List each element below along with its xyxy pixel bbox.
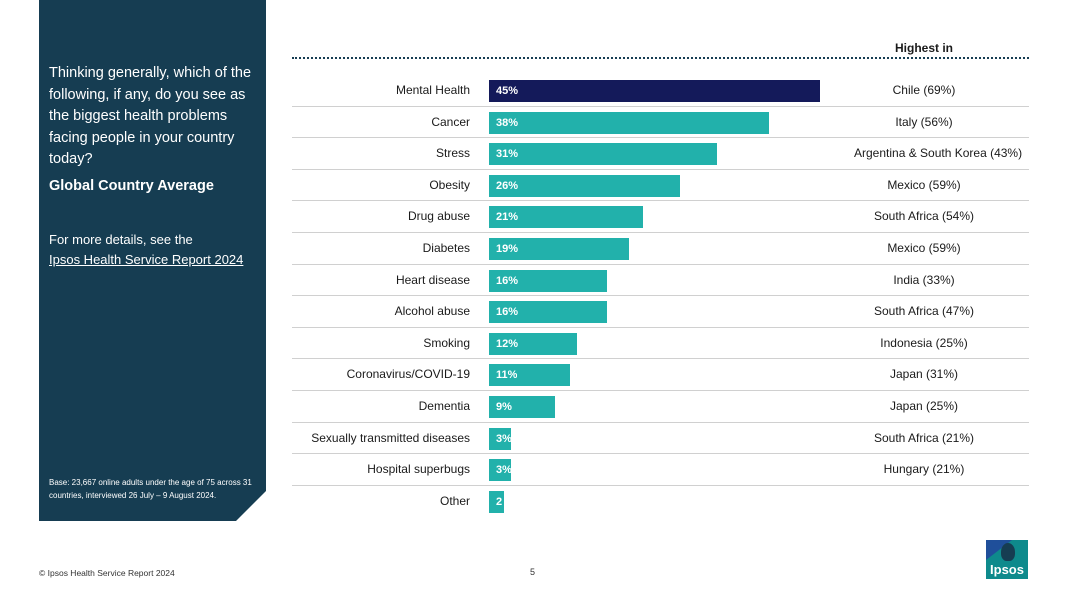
chart-row: Coronavirus/COVID-19 11% Japan (31%) (292, 359, 1029, 391)
chart-row: Mental Health 45% Chile (69%) (292, 75, 1029, 107)
bar: 31% (489, 143, 718, 166)
ipsos-logo: Ipsos (986, 540, 1028, 579)
bar-value-label: 38% (496, 116, 519, 129)
bar: 9% (489, 396, 556, 418)
highest-in-label: South Africa (47%) (873, 304, 975, 319)
bar-value-label: 3% (496, 464, 512, 477)
bar: 19% (489, 238, 629, 260)
category-label: Other (439, 493, 470, 508)
highest-in-header: Highest in (894, 41, 953, 55)
bar: 11% (489, 364, 570, 387)
chart-row: Drug abuse 21% South Africa (54%) (292, 201, 1029, 233)
bar: 38% (489, 111, 769, 134)
bar-value-label: 11% (496, 369, 518, 382)
category-label: Heart disease (395, 272, 470, 287)
category-label: Stress (435, 146, 470, 161)
category-label: Diabetes (422, 241, 470, 255)
category-label: Sexually transmitted diseases (311, 430, 470, 445)
highest-in-label: India (33%) (893, 272, 955, 287)
chart-row: Heart disease 16% India (33%) (292, 265, 1029, 297)
category-label: Hospital superbugs (367, 462, 470, 477)
details-text: For more details, see the (49, 232, 193, 247)
chart-row: Hospital superbugs 3% Hungary (21%) (292, 454, 1029, 486)
highest-in-label: Chile (69%) (892, 83, 956, 97)
chart-row: Smoking 12% Indonesia (25%) (292, 328, 1029, 360)
bar: 26% (489, 174, 681, 197)
question-text: Thinking generally, which of the followi… (49, 65, 252, 167)
category-label: Dementia (418, 399, 470, 413)
chart-row: Stress 31% Argentina & South Korea (43%) (292, 138, 1029, 170)
highest-in-label: Hungary (21%) (883, 462, 965, 477)
highest-in-label: South Africa (54%) (873, 209, 975, 224)
chart-subtitle: Global Country Average (49, 178, 214, 194)
bar: 3% (489, 427, 512, 450)
logo-head-icon (1001, 543, 1015, 561)
bar-value-label: 16% (496, 306, 519, 319)
bar-value-label: 45% (496, 85, 519, 97)
bar-value-label: 16% (496, 274, 519, 287)
bar: 16% (489, 269, 607, 292)
bar: 12% (489, 332, 578, 355)
highest-in-label: Italy (56%) (895, 114, 953, 129)
highest-in-label: Japan (31%) (889, 367, 959, 382)
bar-value-label: 26% (496, 179, 519, 192)
bar-value-label: 31% (496, 148, 519, 161)
page-number: 5 (530, 567, 536, 577)
category-label: Mental Health (395, 83, 470, 97)
bar-value-label: 9% (496, 401, 512, 413)
category-label: Drug abuse (407, 209, 470, 224)
logo-text: Ipsos (990, 562, 1024, 577)
category-label: Smoking (423, 335, 470, 350)
highest-in-label: South Africa (21%) (873, 430, 975, 445)
highest-in-label: Argentina & South Korea (43%) (854, 146, 1023, 161)
bar-value-label: 3% (496, 432, 512, 445)
highest-in-label: Mexico (59%) (887, 241, 961, 255)
sidebar-panel: Thinking generally, which of the followi… (39, 0, 266, 521)
details-note: For more details, see the Ipsos Health S… (49, 230, 259, 269)
header-divider (292, 57, 1029, 59)
chart-row: Obesity 26% Mexico (59%) (292, 170, 1029, 202)
chart-row: Dementia 9% Japan (25%) (292, 391, 1029, 423)
footer-copyright: © Ipsos Health Service Report 2024 (39, 568, 175, 578)
bar-value-label: 19% (496, 243, 519, 255)
chart-row: Diabetes 19% Mexico (59%) (292, 233, 1029, 265)
chart-row: Other 2 (292, 486, 1029, 518)
category-label: Coronavirus/COVID-19 (346, 367, 470, 382)
chart-row: Cancer 38% Italy (56%) (292, 107, 1029, 139)
bar: 2 (489, 490, 504, 513)
chart-row: Sexually transmitted diseases 3% South Afr… (292, 423, 1029, 455)
bar: 45% (489, 80, 820, 102)
report-link[interactable]: Ipsos Health Service Report 2024 (49, 251, 244, 267)
highest-in-label: Japan (25%) (889, 399, 959, 413)
highest-in-label: Mexico (59%) (887, 177, 961, 192)
base-note: Base: 23,667 online adults under the age… (49, 478, 252, 500)
bar-value-label: 21% (496, 211, 519, 224)
category-label: Cancer (431, 114, 470, 129)
bar: 21% (489, 206, 644, 229)
bar: 3% (489, 459, 512, 482)
bar-value-label: 12% (496, 337, 519, 350)
highest-in-label: Indonesia (25%) (880, 335, 968, 350)
category-label: Alcohol abuse (394, 304, 470, 319)
chart-row: Alcohol abuse 16% South Africa (47%) (292, 296, 1029, 328)
bar-value-label: 2 (496, 495, 503, 508)
bar: 16% (489, 301, 607, 324)
bar-chart: Highest in Mental Health 45% Chile (69%) Ca… (292, 38, 1029, 518)
category-label: Obesity (429, 177, 470, 192)
